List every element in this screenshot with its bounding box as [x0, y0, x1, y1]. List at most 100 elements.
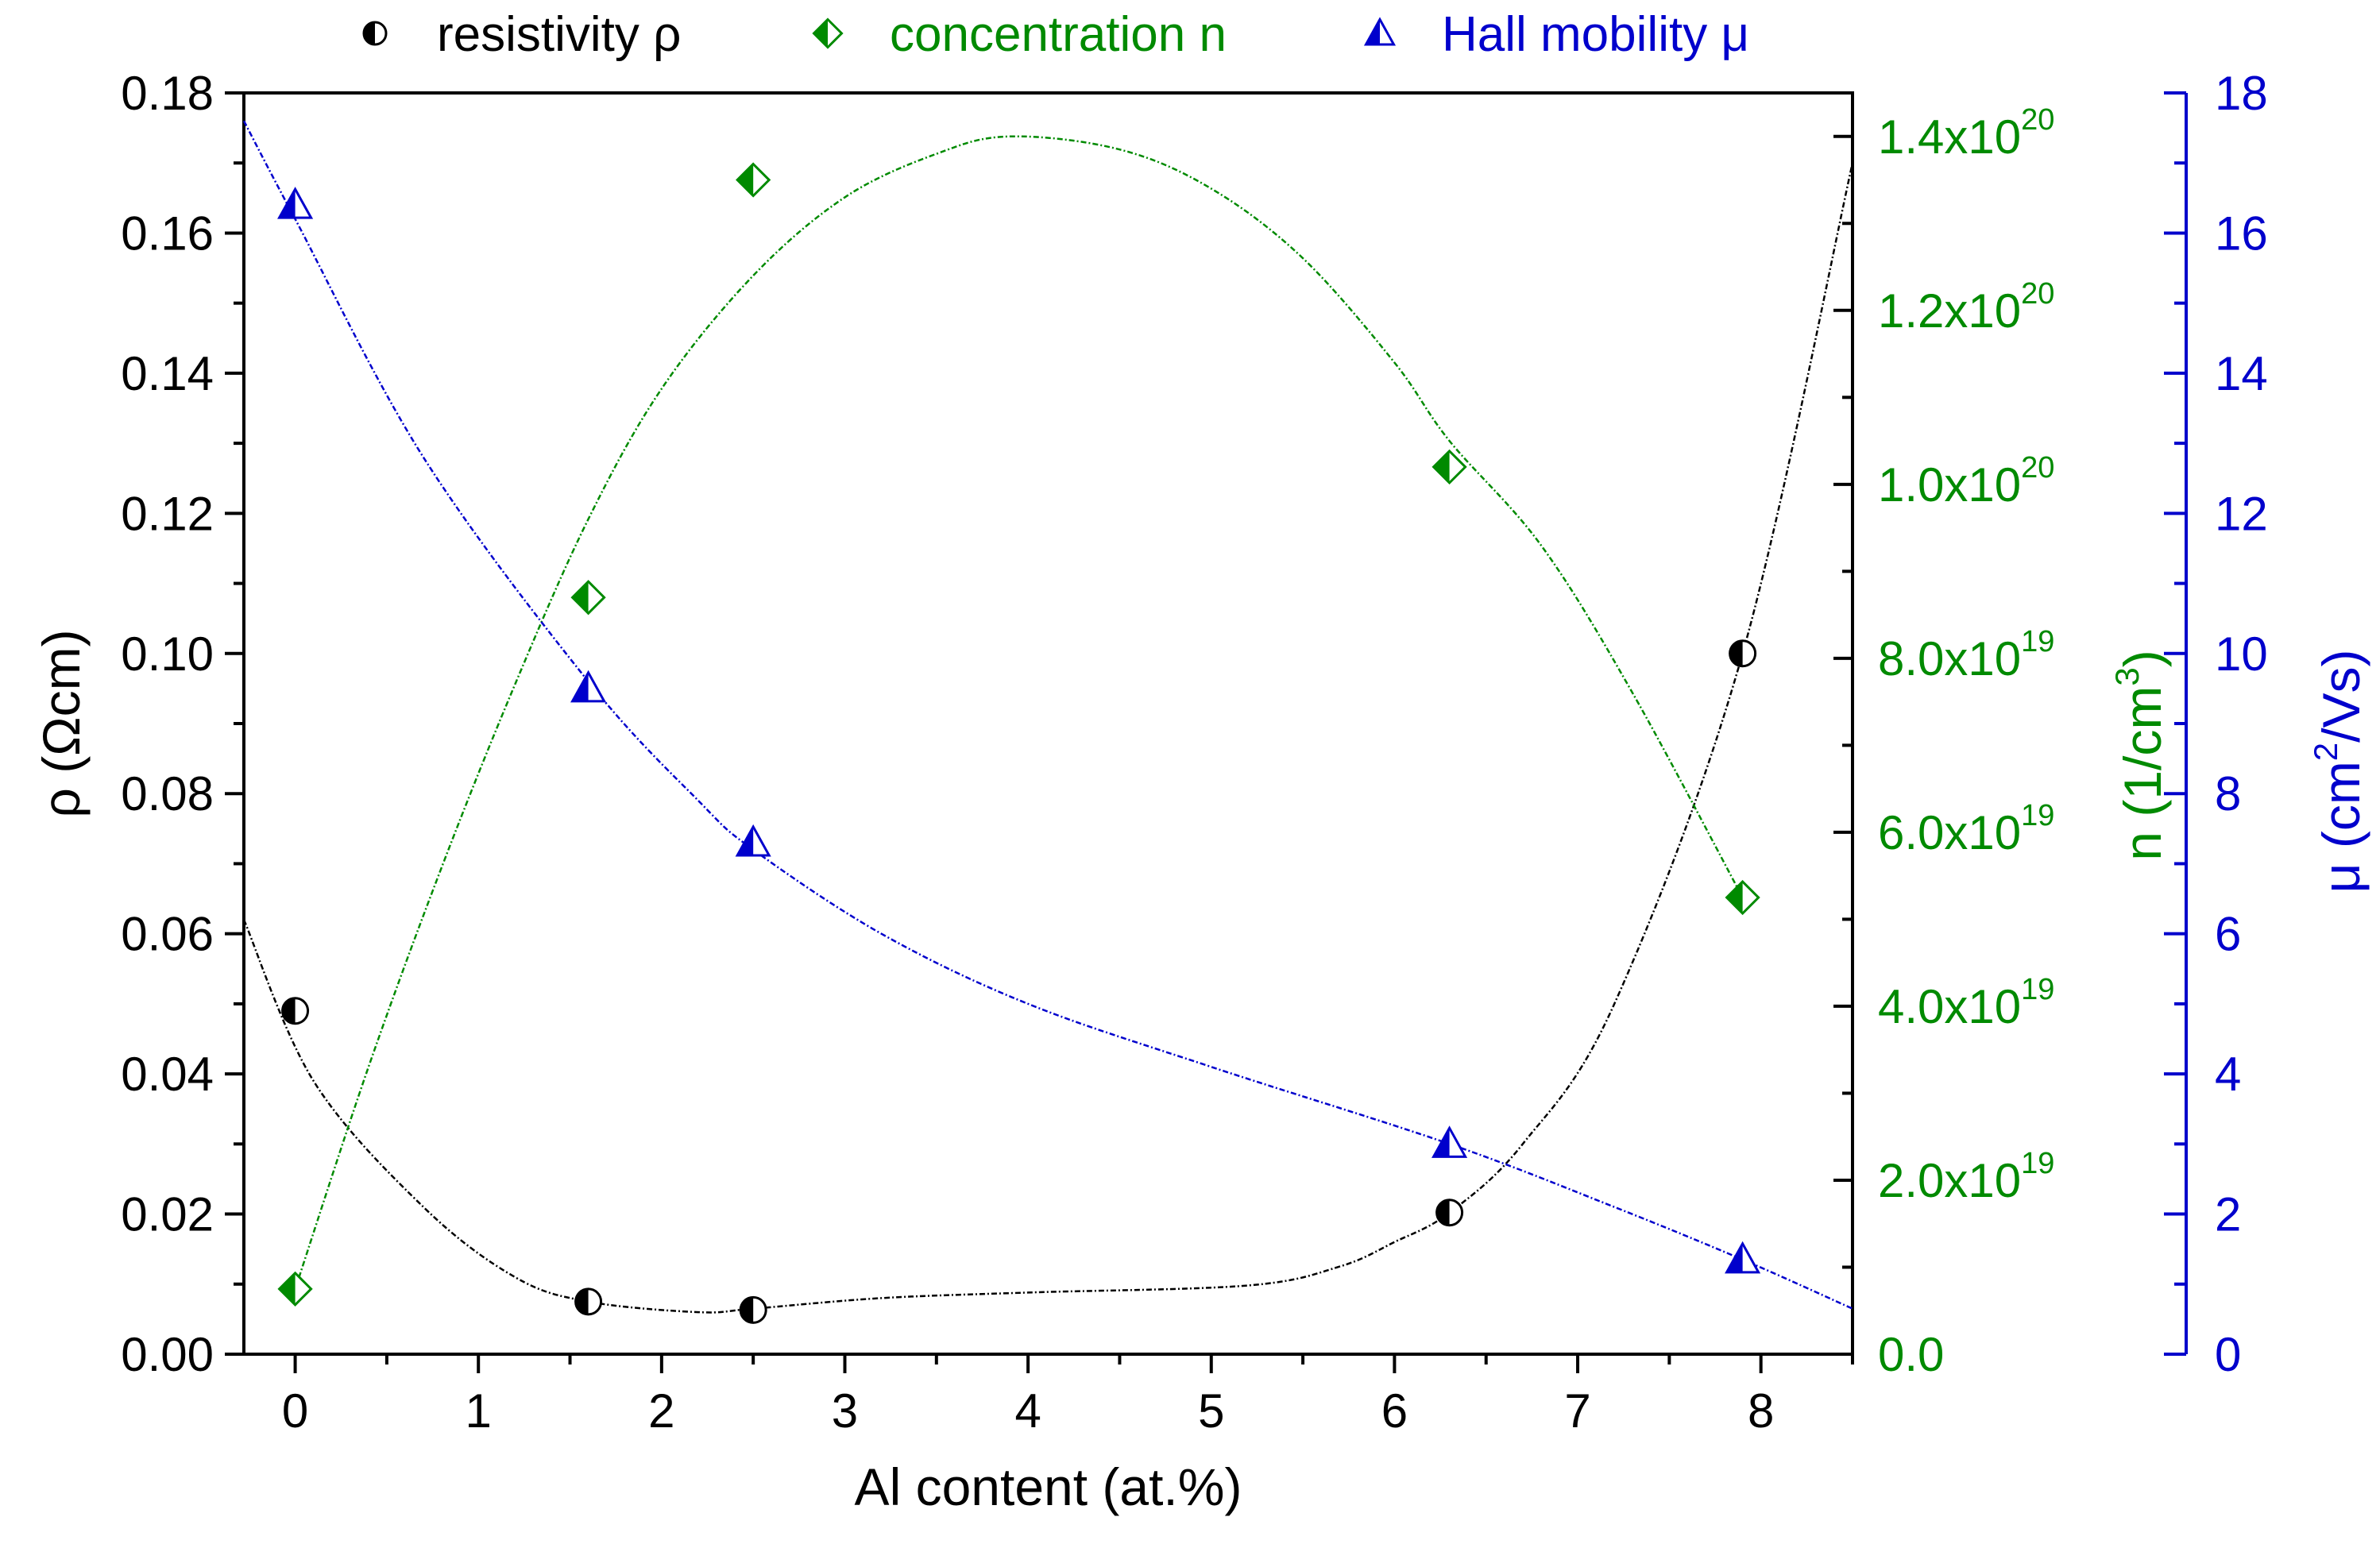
- tick-exponent: 20: [2021, 451, 2054, 484]
- y-left-tick-label: 0.02: [121, 1188, 214, 1241]
- data-point-s3: [1431, 1125, 1468, 1158]
- data-point-s1: [739, 1295, 767, 1324]
- x-tick-label: 6: [1381, 1384, 1408, 1438]
- x-axis-title: Al content (at.%): [855, 1457, 1242, 1516]
- tick-mantissa: 0.0: [1878, 1328, 1944, 1381]
- y-left-tick-label: 0.14: [121, 347, 214, 400]
- legend-marker-2: [812, 17, 844, 49]
- data-point-s1-part: [1436, 1199, 1450, 1226]
- x-tick-label: 1: [466, 1384, 492, 1438]
- tick-exponent: 20: [2021, 103, 2054, 137]
- y-left-tick-label: 0.00: [121, 1328, 214, 1381]
- y-left-title-suffix: ): [32, 629, 91, 647]
- tick-mantissa: 1.2x10: [1878, 284, 2021, 338]
- mu-title-sup: 2: [2307, 743, 2344, 761]
- tick-mantissa: 1.4x10: [1878, 110, 2021, 164]
- fit-curve-2: [294, 135, 1744, 1290]
- n-title-main: n (1/cm: [2113, 686, 2172, 861]
- legend-marker-1: [362, 21, 388, 46]
- y-right-n-tick-label: 4.0x1019: [1878, 973, 2054, 1033]
- n-title-sup: 3: [2108, 667, 2146, 685]
- y-right-n-tick-label: 2.0x1019: [1878, 1147, 2054, 1207]
- y-right-mu-tick-label: 10: [2215, 627, 2268, 681]
- data-point-s2: [1431, 449, 1467, 485]
- y-left-tick-label: 0.18: [121, 67, 214, 120]
- y-right-mu-tick-label: 12: [2215, 487, 2268, 540]
- data-point-s1: [1729, 639, 1757, 668]
- y-right-mu-axis-title: μ (cm2/Vs): [2307, 649, 2370, 893]
- x-tick-label: 0: [282, 1384, 308, 1438]
- y-right-n-tick-label: 1.4x1020: [1878, 103, 2054, 164]
- y-right-n-tick-label: 1.2x1020: [1878, 277, 2054, 338]
- x-tick-label: 8: [1748, 1384, 1774, 1438]
- y-right-mu-tick-label: 6: [2215, 908, 2241, 961]
- legend-label-1: resistivity ρ: [437, 7, 681, 62]
- plot-frame: [242, 91, 1854, 1356]
- fit-curve-3: [242, 120, 1853, 1310]
- legend-label-3: Hall mobility μ: [1442, 7, 1749, 62]
- x-tick-label: 2: [648, 1384, 674, 1438]
- tick-mantissa: 1.0x10: [1878, 458, 2021, 511]
- data-point-s2: [1725, 879, 1760, 916]
- legend-marker-2-part: [813, 19, 828, 48]
- n-title-end: ): [2113, 650, 2172, 667]
- data-point-s1-part: [740, 1297, 754, 1323]
- data-point-s1-part: [1729, 640, 1743, 666]
- x-tick-label: 5: [1198, 1384, 1224, 1438]
- y-left-tick-label: 0.12: [121, 487, 214, 540]
- y-right-mu-tick-label: 4: [2215, 1048, 2241, 1101]
- data-point-s1-part: [282, 998, 296, 1024]
- x-tick-label: 4: [1014, 1384, 1041, 1438]
- tick-mantissa: 2.0x10: [1878, 1154, 2021, 1207]
- y-right-mu-tick-label: 16: [2215, 207, 2268, 260]
- tick-exponent: 19: [2021, 1147, 2054, 1180]
- y-right-mu-tick-label: 8: [2215, 767, 2241, 820]
- data-point-s2: [570, 580, 606, 616]
- legend-marker-1-part: [364, 22, 375, 44]
- mu-title-main: μ (cm: [2312, 761, 2370, 893]
- y-right-mu-tick-label: 2: [2215, 1188, 2241, 1241]
- y-right-mu-tick-label: 18: [2215, 67, 2268, 120]
- data-point-s2-part: [1433, 450, 1450, 483]
- fit-curve-1: [242, 162, 1854, 1314]
- data-point-s2-part: [737, 164, 754, 196]
- data-point-s1: [1435, 1199, 1464, 1227]
- tick-mantissa: 6.0x10: [1878, 806, 2021, 859]
- y-left-title-prefix: ρ (: [32, 756, 91, 818]
- mu-title-end: /Vs): [2312, 649, 2370, 742]
- y-left-tick-label: 0.16: [121, 207, 214, 260]
- data-point-s2: [736, 162, 771, 198]
- tick-exponent: 20: [2021, 277, 2054, 311]
- y-right-n-tick-label: 6.0x1019: [1878, 799, 2054, 859]
- legend-label-2: concentration n: [890, 7, 1227, 62]
- x-tick-label: 3: [832, 1384, 858, 1438]
- tick-mantissa: 8.0x10: [1878, 632, 2021, 685]
- y-right-mu-tick-label: 14: [2215, 347, 2268, 400]
- data-point-s3: [277, 187, 314, 219]
- y-right-n-tick-label: 8.0x1019: [1878, 625, 2054, 685]
- data-point-s3-part: [1433, 1128, 1450, 1157]
- tick-exponent: 19: [2021, 973, 2054, 1006]
- tick-mantissa: 4.0x10: [1878, 980, 2021, 1033]
- y-left-tick-label: 0.04: [121, 1048, 214, 1101]
- data-point-s2-part: [279, 1272, 296, 1305]
- data-point-s3-part: [279, 189, 296, 218]
- y-left-axis-title: ρ (Ωcm): [32, 629, 91, 817]
- y-right-n-tick-label: 1.0x1020: [1878, 451, 2054, 511]
- data-point-s1: [574, 1287, 603, 1316]
- data-point-s2-part: [1726, 882, 1743, 914]
- y-left-title-unit: Ωcm: [32, 647, 91, 755]
- x-tick-label: 7: [1564, 1384, 1590, 1438]
- data-point-s1-part: [575, 1288, 589, 1314]
- y-left-tick-label: 0.08: [121, 767, 214, 820]
- data-point-s2: [277, 1271, 313, 1307]
- y-right-n-axis-title: n (1/cm3): [2108, 650, 2172, 860]
- data-point-s3-part: [1726, 1243, 1743, 1272]
- data-point-s3: [735, 824, 771, 857]
- y-right-mu-tick-label: 0: [2215, 1328, 2241, 1381]
- data-point-s3: [1725, 1241, 1761, 1274]
- legend-marker-3: [1363, 17, 1397, 46]
- legend-marker-3-part: [1366, 19, 1380, 44]
